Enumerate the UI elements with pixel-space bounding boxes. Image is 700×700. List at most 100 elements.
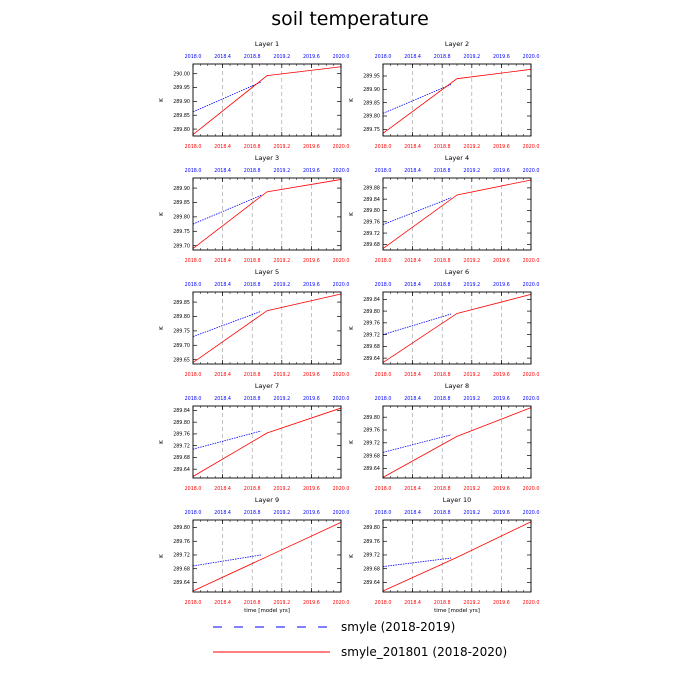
panel-7-x-tick-label-top: 2019.6	[303, 396, 320, 402]
panel-7-x-tick-label-top: 2018.8	[244, 396, 261, 402]
panel-2-x-tick-label-bottom: 2018.8	[434, 144, 451, 150]
panel-2-x-tick-label-bottom: 2018.0	[375, 144, 392, 150]
panel-8-x-tick-label-top: 2018.0	[375, 396, 392, 402]
panel-2-y-axis-label: K	[349, 98, 355, 102]
panel-10-x-tick-label-top: 2020.0	[523, 510, 540, 516]
panel-10-x-tick-label-top: 2018.0	[375, 510, 392, 516]
panel-7-y-axis-label: K	[159, 440, 165, 444]
panel-9-x-tick-label-top: 2018.0	[185, 510, 202, 516]
panel-7-series-smyle_201801-line	[192, 407, 342, 477]
panel-3-x-tick-label-bottom: 2019.6	[303, 258, 320, 264]
panel-6-y-tick-label: 289.68	[363, 344, 380, 350]
panel-3-x-tick-label-bottom: 2018.0	[185, 258, 202, 264]
panel-2-x-tick-label-top: 2018.0	[375, 54, 392, 60]
panel-7-series-smyle-line	[192, 430, 262, 450]
panel-1-x-tick-label-top: 2019.6	[303, 54, 320, 60]
panel-9-y-tick-label: 289.80	[173, 525, 190, 531]
panel-2-y-tick-label: 289.85	[363, 100, 380, 106]
panel-4-frame	[382, 177, 532, 251]
panel-7-y-tick-label: 289.80	[173, 420, 190, 426]
panel-3-x-tick-label-top: 2018.8	[244, 168, 261, 174]
panel-6-x-tick-label-bottom: 2018.0	[375, 372, 392, 378]
panel-5-y-tick-label: 289.65	[173, 357, 190, 363]
panel-3-y-tick-label: 289.90	[173, 186, 190, 192]
figure-title: soil temperature	[271, 8, 429, 30]
panel-4-y-tick-label: 289.76	[363, 219, 380, 225]
panel-6-x-tick-label-top: 2018.0	[375, 282, 392, 288]
panel-2-x-tick-label-bottom: 2019.6	[493, 144, 510, 150]
panel-9-frame	[192, 519, 342, 593]
panel-7-x-tick-label-bottom: 2018.0	[185, 486, 202, 492]
panel-9-x-axis-label: time [model yrs]	[244, 608, 290, 614]
panel-6-x-tick-label-top: 2019.6	[493, 282, 510, 288]
panel-5-x-tick-label-top: 2019.6	[303, 282, 320, 288]
panel-4-x-tick-label-top: 2018.8	[434, 168, 451, 174]
panel-3-y-tick-label: 289.85	[173, 200, 190, 206]
panel-3-x-tick-label-bottom: 2018.8	[244, 258, 261, 264]
panel-9-y-tick-label: 289.72	[173, 553, 190, 559]
panel-2-x-tick-label-top: 2019.6	[493, 54, 510, 60]
panel-4-x-tick-label-top: 2018.0	[375, 168, 392, 174]
panel-9-y-tick-label: 289.76	[173, 539, 190, 545]
panel-5-y-tick-label: 289.85	[173, 300, 190, 306]
panel-8-y-tick-label: 289.68	[363, 453, 380, 459]
panel-6-y-tick-label: 289.84	[363, 297, 380, 303]
panel-9-x-tick-label-top: 2019.2	[273, 510, 290, 516]
panel-7-y-tick-label: 289.72	[173, 443, 190, 449]
panel-8-x-tick-label-top: 2019.6	[493, 396, 510, 402]
panel-8-x-tick-label-top: 2018.8	[434, 396, 451, 402]
panel-5-x-tick-label-bottom: 2020.0	[333, 372, 350, 378]
panel-1-y-tick-label: 289.95	[173, 85, 190, 91]
panel-7-x-tick-label-bottom: 2018.8	[244, 486, 261, 492]
panel-2-series-smyle-line	[382, 84, 452, 114]
panel-4-x-tick-label-top: 2018.4	[404, 168, 421, 174]
panel-8-x-tick-label-bottom: 2018.8	[434, 486, 451, 492]
panel-1-x-tick-label-bottom: 2019.6	[303, 144, 320, 150]
panel-4-y-tick-label: 289.80	[363, 208, 380, 214]
panel-10-y-tick-label: 289.80	[363, 525, 380, 531]
panel-1-series-smyle_201801-line	[192, 66, 342, 135]
panel-3-y-tick-label: 289.75	[173, 229, 190, 235]
panel-2-series-smyle_201801-line	[382, 68, 532, 134]
panel-6-x-tick-label-top: 2018.8	[434, 282, 451, 288]
panel-2-frame	[382, 63, 532, 137]
panel-10-x-tick-label-top: 2019.2	[463, 510, 480, 516]
panel-4-y-tick-label: 289.84	[363, 197, 380, 203]
panel-3-series-smyle-line	[192, 194, 262, 225]
panel-4-x-tick-label-top: 2020.0	[523, 168, 540, 174]
panel-10-x-tick-label-top: 2019.6	[493, 510, 510, 516]
panel-8-x-tick-label-top: 2019.2	[463, 396, 480, 402]
panel-1-y-tick-label: 290.00	[173, 71, 190, 77]
panel-3-x-tick-label-bottom: 2020.0	[333, 258, 350, 264]
panel-5-x-tick-label-bottom: 2018.4	[214, 372, 231, 378]
panel-1-title: Layer 1	[255, 40, 279, 48]
panel-8-y-tick-label: 289.64	[363, 466, 380, 472]
panel-6-x-tick-label-bottom: 2018.4	[404, 372, 421, 378]
panel-10-y-tick-label: 289.68	[363, 566, 380, 572]
panel-1-frame	[192, 63, 342, 137]
panel-4-x-tick-label-bottom: 2019.6	[493, 258, 510, 264]
panel-6-frame	[382, 291, 532, 365]
panel-3-x-tick-label-bottom: 2018.4	[214, 258, 231, 264]
panel-5-y-axis-label: K	[159, 326, 165, 330]
panel-10-series-smyle_201801-line	[382, 521, 532, 592]
panel-8-x-tick-label-bottom: 2019.2	[463, 486, 480, 492]
panel-4-x-tick-label-top: 2019.2	[463, 168, 480, 174]
panel-10-y-tick-label: 289.72	[363, 553, 380, 559]
panel-5-series-smyle_201801-line	[192, 293, 342, 363]
panel-9-x-tick-label-top: 2018.8	[244, 510, 261, 516]
panel-9-x-tick-label-top: 2019.6	[303, 510, 320, 516]
panel-9-x-tick-label-bottom: 2018.4	[214, 600, 231, 606]
panel-8-series-smyle_201801-line	[382, 407, 532, 478]
panel-7-y-tick-label: 289.76	[173, 432, 190, 438]
panel-2-x-tick-label-top: 2018.8	[434, 54, 451, 60]
panel-10-y-tick-label: 289.76	[363, 539, 380, 545]
panel-7-x-tick-label-bottom: 2018.4	[214, 486, 231, 492]
panel-10-x-tick-label-bottom: 2018.0	[375, 600, 392, 606]
panel-6-title: Layer 6	[445, 268, 469, 276]
panel-1-x-tick-label-top: 2018.0	[185, 54, 202, 60]
panel-7-title: Layer 7	[255, 382, 279, 390]
panel-1-x-tick-label-bottom: 2018.8	[244, 144, 261, 150]
panel-6-x-tick-label-bottom: 2019.2	[463, 372, 480, 378]
panel-8-frame	[382, 405, 532, 479]
